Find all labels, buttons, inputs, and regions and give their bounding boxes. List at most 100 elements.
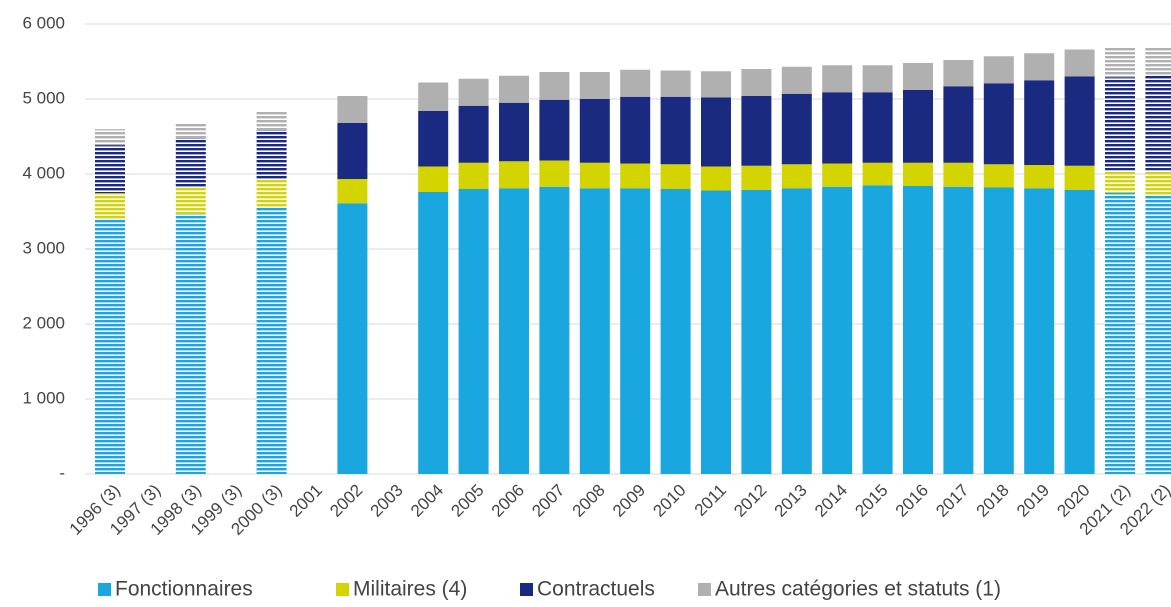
bar-segment xyxy=(943,186,974,474)
bar-segment xyxy=(499,188,529,474)
legend-label: Contractuels xyxy=(537,578,655,601)
y-tick-label: 4 000 xyxy=(22,163,65,182)
bar-segment xyxy=(1105,48,1135,78)
y-tick-label: 5 000 xyxy=(22,88,65,107)
legend-swatch xyxy=(336,583,349,596)
bar-segment xyxy=(458,162,489,189)
bar-segment xyxy=(1105,192,1135,474)
bar-segment xyxy=(943,86,974,163)
y-tick-label: 2 000 xyxy=(22,313,65,332)
legend-swatch xyxy=(520,583,533,596)
x-tick-label: 2017 xyxy=(932,481,972,521)
bar-segment xyxy=(822,186,853,474)
y-tick-label: 3 000 xyxy=(22,238,65,257)
bar-segment xyxy=(579,188,610,474)
bar-segment xyxy=(499,161,529,189)
bar-segment xyxy=(539,72,570,100)
bar-segment xyxy=(418,166,449,192)
bar-segment xyxy=(579,162,610,189)
bar-segment xyxy=(539,160,570,187)
y-tick-label: 6 000 xyxy=(22,13,65,32)
bar-segment xyxy=(175,188,206,214)
bar-segment xyxy=(983,187,1014,474)
bar-segment xyxy=(620,69,651,97)
x-tick-label: 2002 xyxy=(326,481,366,521)
bar-segment xyxy=(862,65,893,93)
bar-segment xyxy=(660,96,691,165)
bar-segment xyxy=(983,83,1014,165)
legend-label: Militaires (4) xyxy=(353,578,467,601)
bar-segment xyxy=(418,192,449,474)
bar-segment xyxy=(660,70,691,97)
bar-segment xyxy=(175,213,206,474)
bar-segment xyxy=(943,162,974,187)
x-tick-label: 2005 xyxy=(447,481,487,521)
bar-segment xyxy=(458,189,489,474)
bar-segment xyxy=(660,164,691,189)
bar-segment xyxy=(579,99,610,163)
bar-segment xyxy=(1064,189,1095,474)
legend-label: Fonctionnaires xyxy=(115,578,253,601)
bar-segment xyxy=(903,162,933,186)
bar-segment xyxy=(1024,165,1055,189)
bar-segment xyxy=(862,185,893,474)
bar-segment xyxy=(983,164,1014,188)
bar-segment xyxy=(1064,76,1095,166)
bar-segment xyxy=(701,166,731,191)
bar-segment xyxy=(175,123,206,138)
x-tick-label: 2010 xyxy=(649,481,689,521)
bar-segment xyxy=(458,78,489,106)
bar-segment xyxy=(701,190,731,474)
x-tick-label: 2013 xyxy=(771,481,811,521)
bar-segment xyxy=(95,218,125,474)
bar-segment xyxy=(660,189,691,474)
x-tick-label: 2016 xyxy=(892,481,932,521)
bar-segment xyxy=(256,180,287,208)
bar-segment xyxy=(337,203,368,474)
bar-segment xyxy=(499,75,529,103)
x-tick-label: 2011 xyxy=(691,481,730,520)
bar-segment xyxy=(1024,188,1055,474)
bar-segment xyxy=(781,93,812,165)
bar-segment xyxy=(1145,75,1171,171)
bar-segment xyxy=(822,65,853,93)
bar-segment xyxy=(862,92,893,163)
bar-segment xyxy=(579,72,610,99)
bar-segment xyxy=(822,92,853,164)
bar-segment xyxy=(1145,47,1171,75)
legend-swatch xyxy=(98,583,111,596)
bar-segment xyxy=(1064,165,1095,190)
bar-segment xyxy=(741,165,772,190)
x-tick-label: 2014 xyxy=(811,481,851,521)
bar-segment xyxy=(95,129,125,146)
bar-segment xyxy=(822,163,853,187)
bar-segment xyxy=(337,179,368,204)
x-tick-label: 2018 xyxy=(973,481,1013,521)
bar-segment xyxy=(781,66,812,94)
bar-segment xyxy=(903,186,933,474)
bar-segment xyxy=(337,96,368,123)
bar-segment xyxy=(741,69,772,96)
bar-segment xyxy=(781,188,812,474)
bar-segment xyxy=(256,111,287,130)
bar-segment xyxy=(1145,170,1171,195)
bar-segment xyxy=(499,102,529,162)
bar-segment xyxy=(1024,53,1055,81)
bar-segment xyxy=(741,96,772,166)
bar-segment xyxy=(983,56,1014,84)
y-tick-label: 1 000 xyxy=(22,388,65,407)
x-tick-label: 2004 xyxy=(407,481,447,521)
bar-segment xyxy=(701,71,731,98)
bar-segment xyxy=(256,129,287,180)
bar-segment xyxy=(781,164,812,189)
x-tick-label: 2008 xyxy=(569,481,609,521)
legend: Fonctionnaires Militaires (4) Contractuels… xyxy=(98,578,1001,601)
bar-segment xyxy=(256,207,287,474)
bar-segment xyxy=(418,82,449,111)
bar-segment xyxy=(418,111,449,167)
bar-segment xyxy=(1064,49,1095,77)
bar-segment xyxy=(458,105,489,163)
x-tick-label: 2019 xyxy=(1013,481,1053,521)
bar-segment xyxy=(175,138,206,189)
